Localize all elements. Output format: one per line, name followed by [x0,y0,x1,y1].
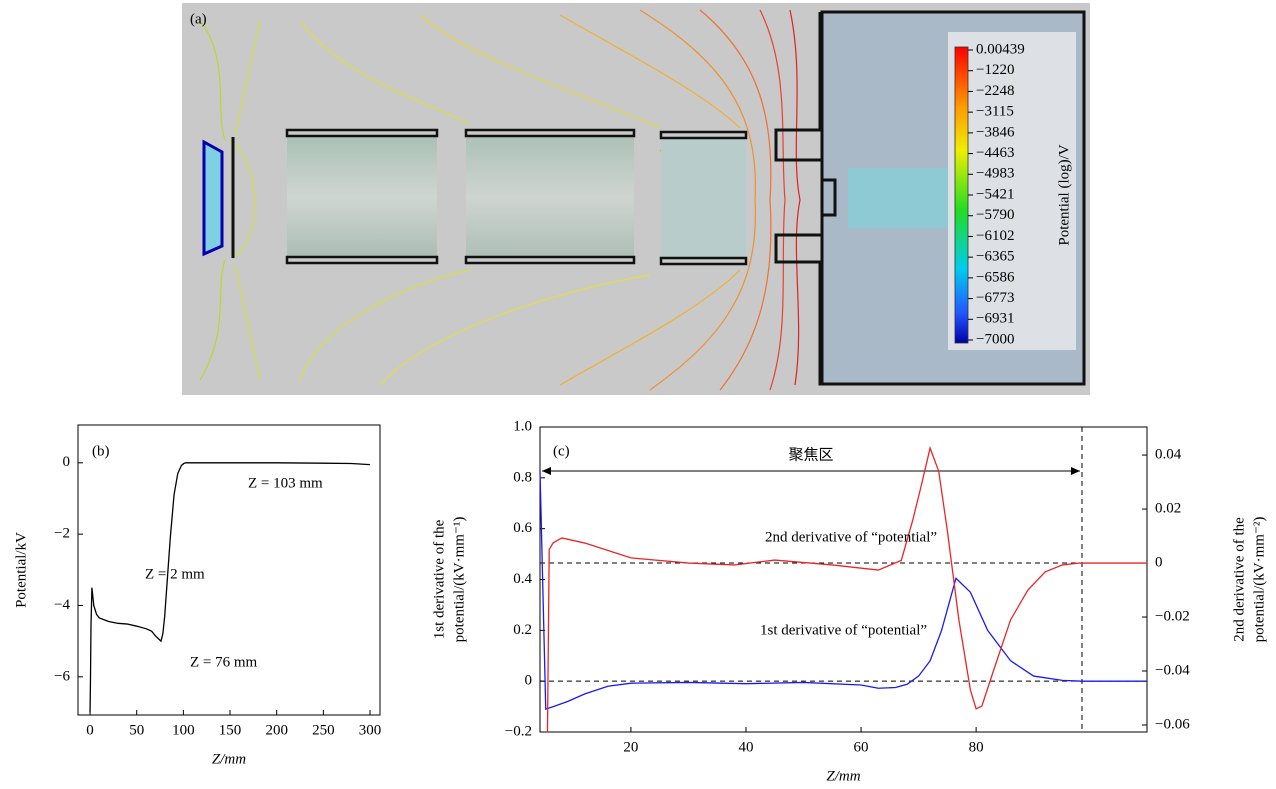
y-axis-label: Potential/kV [13,532,29,608]
x-tick-label: 300 [359,722,382,738]
colorbar-tick-label: −4463 [976,145,1014,161]
y-tick-label: 0.2 [513,622,532,638]
colorbar-tick-label: −5421 [976,186,1014,202]
x-tick-label: 40 [738,739,753,755]
y2-tick-label: −0.02 [1155,608,1190,624]
annotation: 2nd derivative of “potential” [765,529,937,545]
y-tick-label: 0 [525,673,533,689]
annotation: 1st derivative of “potential” [760,622,927,638]
y-tick-label: −4 [54,597,70,613]
colorbar-tick-label: −2248 [976,83,1014,99]
plot-frame [540,427,1147,732]
y2-tick-label: 0 [1155,554,1163,570]
data-line [547,448,1147,732]
y-tick-label: −2 [54,526,70,542]
x-tick-label: 100 [172,722,195,738]
colorbar-tick-label: −6365 [976,249,1014,265]
annotation: Z = 103 mm [248,475,323,491]
colorbar-tick-label: −4983 [976,166,1014,182]
y-tick-label: −0.2 [505,723,532,739]
y-axis-label: 2nd derivative of the [1231,517,1247,642]
y-tick-label: 1.0 [513,418,532,434]
panel-label: (a) [190,11,207,27]
y-tick-label: 0.4 [513,571,532,587]
field-image [182,3,1090,395]
y2-tick-label: 0.04 [1155,447,1182,463]
y-tick-label: 0.8 [513,469,532,485]
y-tick-label: 0.6 [513,520,532,536]
colorbar-tick-label: −3846 [976,124,1015,140]
region-label: 聚焦区 [788,446,833,464]
x-tick-label: 200 [265,722,288,738]
x-tick-label: 20 [623,739,638,755]
x-tick-label: 150 [219,722,242,738]
annotation: Z = 76 mm [190,654,258,670]
x-tick-label: 60 [854,739,869,755]
plot-frame [78,425,380,715]
colorbar-tick-label: −3115 [976,104,1014,120]
colorbar-tick-label: −6586 [976,269,1015,285]
x-axis-label: Z/mm [212,751,246,767]
y2-tick-label: 0.02 [1155,500,1181,516]
data-line [540,470,1147,709]
panel-label: (b) [92,443,110,459]
x-tick-label: 250 [312,722,335,738]
y-axis-label: 1st derivative of the [431,519,447,639]
annotation: Z = 2 mm [145,566,205,582]
colorbar-tick-label: 0.00439 [976,41,1025,57]
y-tick-label: −6 [54,668,70,684]
data-line [90,463,370,713]
colorbar-tick-label: −7000 [976,331,1014,347]
y-axis-label: potential/(kV·mm⁻²) [1251,517,1267,643]
colorbar-tick-label: −6773 [976,290,1014,306]
x-tick-label: 80 [969,739,984,755]
y-axis-label: potential/(kV·mm⁻¹) [451,517,467,643]
colorbar-tick-label: −1220 [976,62,1014,78]
x-tick-label: 50 [129,722,144,738]
y-tick-label: 0 [63,454,71,470]
colorbar-label: Potential (log)/V [1056,144,1072,245]
colorbar-tick-label: −6102 [976,228,1014,244]
figure: (a) Potential (log)/V 0.00439 −1220 −2248 −… [0,0,1276,789]
panel-label: (c) [553,443,570,459]
y2-tick-label: −0.04 [1155,662,1190,678]
x-tick-label: 0 [86,722,94,738]
colorbar-tick-label: −6931 [976,311,1014,327]
y2-tick-label: −0.06 [1155,716,1190,732]
colorbar-tick-label: −5790 [976,207,1014,223]
x-axis-label: Z/mm [826,768,860,784]
